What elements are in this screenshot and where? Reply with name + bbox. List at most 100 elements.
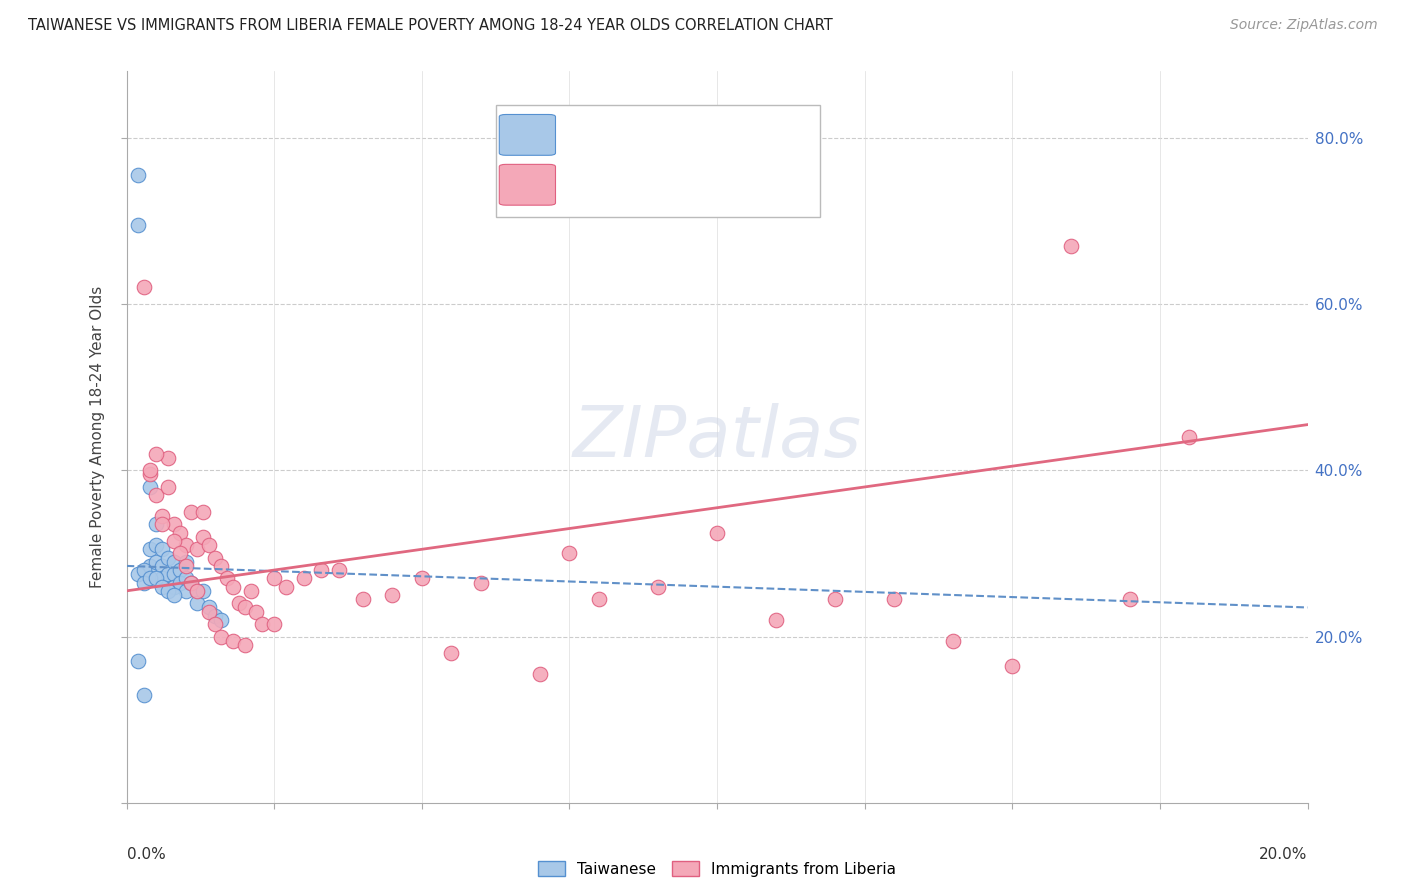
Point [163, 517, 186, 532]
Point [252, 617, 274, 632]
Point [263, 617, 285, 632]
Point [134, 575, 156, 590]
Point [169, 525, 191, 540]
Point [1001, 658, 1024, 673]
Point [588, 592, 610, 607]
Point [169, 546, 191, 560]
Text: 0.0%: 0.0% [127, 847, 166, 863]
Point [156, 480, 179, 494]
Point [239, 583, 262, 598]
Point [198, 600, 221, 615]
Point [174, 571, 197, 585]
Point [156, 567, 179, 582]
Point [145, 488, 167, 502]
Point [163, 533, 186, 548]
Point [180, 575, 202, 590]
Point [186, 596, 208, 610]
Point [139, 558, 162, 573]
Point [150, 517, 173, 532]
Point [127, 655, 149, 669]
Point [127, 168, 149, 182]
Text: TAIWANESE VS IMMIGRANTS FROM LIBERIA FEMALE POVERTY AMONG 18-24 YEAR OLDS CORREL: TAIWANESE VS IMMIGRANTS FROM LIBERIA FEM… [28, 18, 832, 33]
Point [163, 580, 186, 594]
Point [209, 630, 232, 644]
Point [233, 638, 256, 652]
Point [139, 463, 162, 477]
Point [193, 583, 215, 598]
Point [558, 546, 581, 560]
Text: ZIPatlas: ZIPatlas [572, 402, 862, 472]
Point [883, 592, 905, 607]
Point [204, 608, 226, 623]
Point [174, 558, 197, 573]
Point [222, 580, 245, 594]
Point [193, 505, 215, 519]
Point [647, 580, 669, 594]
Point [1178, 430, 1201, 444]
Point [145, 538, 167, 552]
Point [186, 583, 208, 598]
Point [156, 550, 179, 565]
Point [150, 509, 173, 524]
Point [150, 580, 173, 594]
Point [209, 558, 232, 573]
Point [163, 555, 186, 569]
Point [174, 538, 197, 552]
Point [174, 583, 197, 598]
Point [150, 542, 173, 557]
Text: 20.0%: 20.0% [1260, 847, 1308, 863]
Point [198, 538, 221, 552]
Point [765, 613, 787, 627]
Point [215, 571, 238, 585]
Point [292, 571, 315, 585]
Point [180, 575, 202, 590]
Point [174, 555, 197, 569]
Point [145, 447, 167, 461]
Point [328, 563, 350, 577]
Text: Source: ZipAtlas.com: Source: ZipAtlas.com [1230, 18, 1378, 32]
Point [134, 688, 156, 702]
Point [228, 596, 250, 610]
Point [222, 633, 245, 648]
Point [139, 571, 162, 585]
Point [180, 505, 202, 519]
Point [311, 563, 333, 577]
Point [134, 280, 156, 294]
Point [1060, 239, 1083, 253]
Point [145, 517, 167, 532]
Legend: Taiwanese, Immigrants from Liberia: Taiwanese, Immigrants from Liberia [531, 855, 903, 883]
Point [145, 571, 167, 585]
Point [204, 550, 226, 565]
Point [245, 605, 267, 619]
Point [193, 530, 215, 544]
Point [204, 617, 226, 632]
Point [706, 525, 728, 540]
Point [145, 555, 167, 569]
Point [381, 588, 404, 602]
Y-axis label: Female Poverty Among 18-24 Year Olds: Female Poverty Among 18-24 Year Olds [90, 286, 105, 588]
Point [134, 563, 156, 577]
Point [169, 575, 191, 590]
Point [1119, 592, 1142, 607]
Point [150, 571, 173, 585]
Point [198, 605, 221, 619]
Point [169, 563, 191, 577]
Point [440, 646, 463, 660]
Point [209, 613, 232, 627]
Point [163, 567, 186, 582]
Point [186, 583, 208, 598]
Point [263, 571, 285, 585]
Point [352, 592, 374, 607]
Point [127, 218, 149, 232]
Point [139, 542, 162, 557]
Point [824, 592, 846, 607]
Point [411, 571, 433, 585]
Point [139, 467, 162, 482]
Point [186, 542, 208, 557]
Point [156, 450, 179, 465]
Point [150, 558, 173, 573]
Point [942, 633, 965, 648]
Point [274, 580, 297, 594]
Point [139, 480, 162, 494]
Point [233, 600, 256, 615]
